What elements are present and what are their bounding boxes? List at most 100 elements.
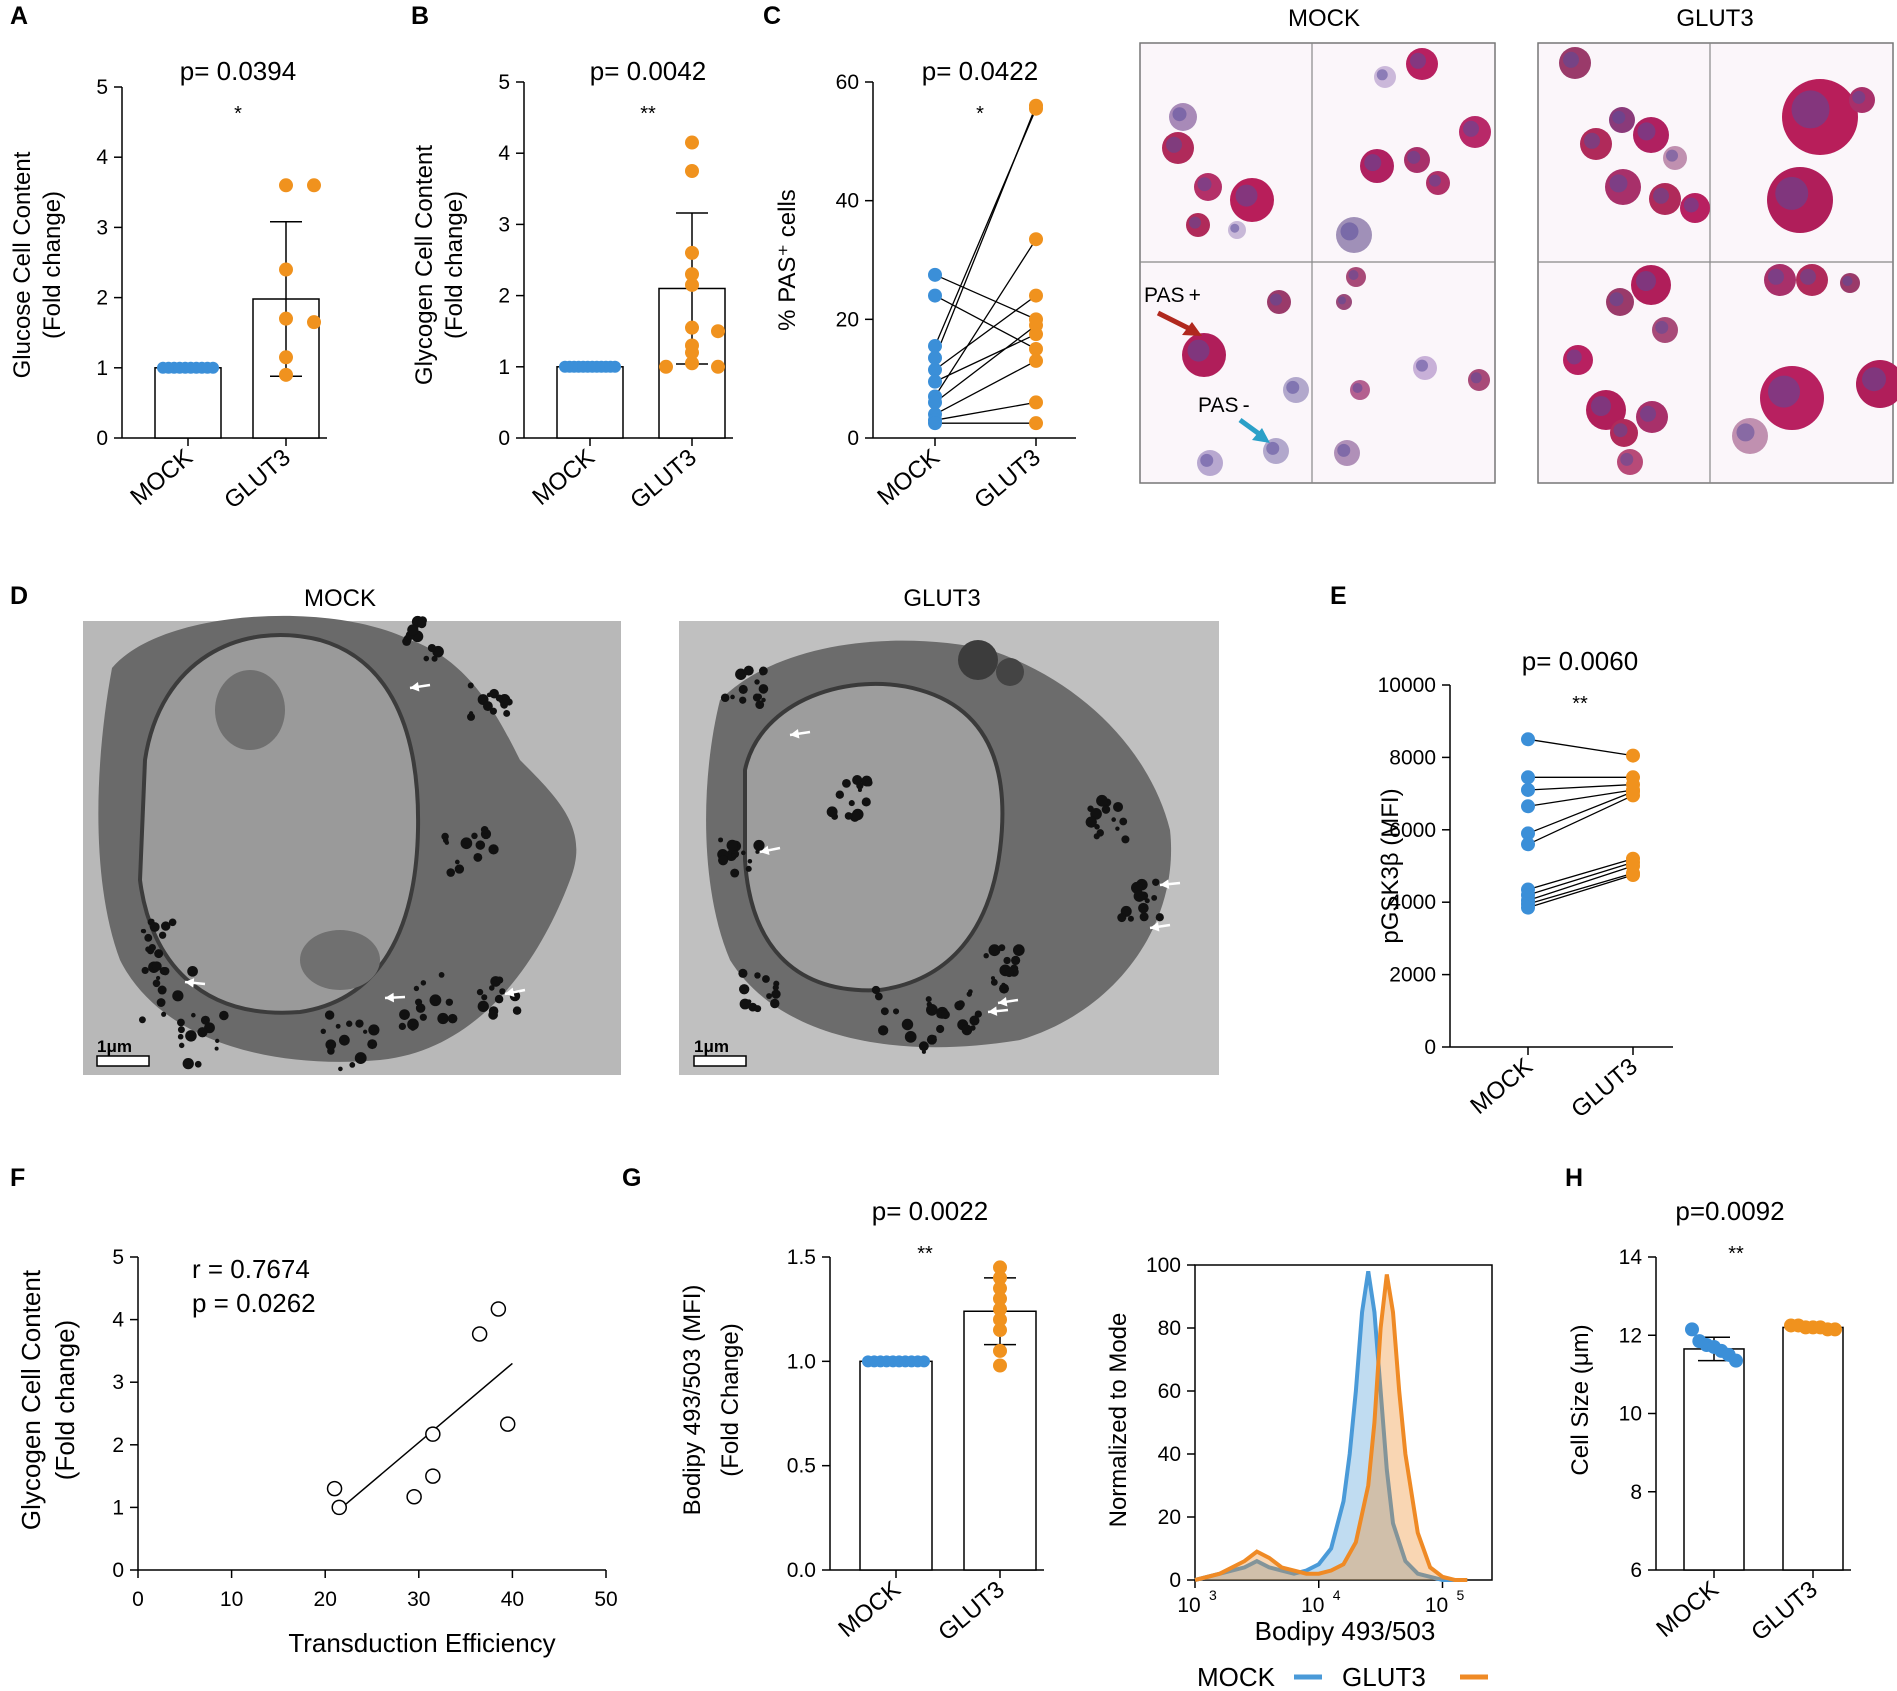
glycogen-granule [770, 998, 780, 1009]
glycogen-granule [161, 966, 170, 976]
glycogen-granule [219, 1010, 229, 1021]
chart-a-point-glut3 [279, 262, 293, 277]
em-arrowhead [185, 978, 195, 988]
chart-c-pair-line [934, 238, 1037, 397]
chart-g-legend-mock-label: MOCK [1197, 1662, 1276, 1691]
glycogen-granule [874, 992, 883, 1001]
glycogen-granule [1096, 794, 1108, 807]
chart-g-point-glut3 [993, 1302, 1007, 1317]
chart-g-hist-y-tick-label: 60 [1158, 1380, 1181, 1403]
cell-nucleus [1200, 453, 1214, 467]
chart-c-pair-line [934, 333, 1037, 383]
chart-b-y-tick-label: 3 [498, 213, 510, 236]
glycogen-granule [878, 1025, 889, 1036]
chart-g-x-tick-label: GLUT3 [933, 1576, 1010, 1646]
chart-g-hist-x-tick-exponent: 5 [1457, 1587, 1465, 1603]
chart-f-y-tick-label: 3 [112, 1371, 124, 1394]
chart-b-y-label-1: Glycogen Cell Content [411, 145, 438, 385]
glycogen-granule [771, 989, 781, 999]
chart-e-point-mock [1521, 837, 1535, 852]
glycogen-granule [187, 965, 198, 977]
glycogen-granule [466, 712, 476, 721]
glycogen-granule [753, 839, 765, 852]
chart-a-p-value: p= 0.0394 [180, 56, 296, 86]
em-arrowhead [1160, 879, 1170, 889]
glycogen-granule [739, 696, 747, 704]
glycogen-granule [761, 697, 766, 703]
chart-g-hist-y-label: Normalized to Mode [1105, 1313, 1132, 1528]
glycogen-granule [189, 1034, 196, 1042]
chart-h-x-tick-label: MOCK [1651, 1576, 1724, 1643]
em-arrowhead [760, 845, 770, 855]
chart-e-pair-line [1527, 738, 1634, 757]
chart-e-y-tick-label: 10000 [1378, 674, 1436, 697]
cell-nucleus [1416, 359, 1428, 372]
chart-g-point-glut3 [993, 1343, 1007, 1358]
chart-f-x-tick-label: 20 [314, 1588, 337, 1611]
glycogen-granule [754, 972, 761, 979]
glycogen-granule [755, 700, 765, 710]
cell-nucleus [1791, 90, 1830, 129]
em-glut3-title: GLUT3 [903, 585, 980, 612]
cell-nucleus [1166, 136, 1182, 153]
glycogen-granule [367, 1039, 378, 1050]
chart-g-hist-x-label: Bodipy 493/503 [1255, 1616, 1436, 1646]
cell-nucleus [1637, 122, 1656, 141]
chart-c-point-glut3 [1029, 395, 1043, 410]
chart-f-point [425, 1468, 441, 1484]
pas-positive-arrow [1156, 310, 1194, 333]
chart-c-pair-line [934, 274, 1037, 320]
cell-nucleus [1655, 320, 1669, 334]
glycogen-granule [844, 812, 853, 820]
pas-positive-arrowhead [1182, 322, 1202, 336]
chart-g-hist-frame [1194, 1264, 1493, 1581]
chart-f-x-label: Transduction Efficiency [288, 1628, 555, 1658]
chart-b-point-glut3 [685, 164, 699, 178]
glycogen-granule [161, 921, 171, 931]
chart-f-y-tick-label: 5 [112, 1246, 124, 1269]
chart-c-point-glut3 [1029, 318, 1043, 333]
glycogen-granule [999, 983, 1010, 994]
chart-e-point-mock [1521, 732, 1535, 747]
chart-g-p-value: p= 0.0022 [872, 1196, 988, 1226]
glycogen-granule [1012, 944, 1025, 956]
chart-a-y-tick-label: 3 [96, 216, 108, 239]
chart-e-pair-line [1527, 865, 1634, 902]
panel-letter-a: A [10, 2, 28, 30]
chart-h-p-value: p=0.0092 [1675, 1196, 1784, 1226]
cell-nucleus [1230, 223, 1240, 233]
em-arrowhead [790, 728, 800, 739]
cell-nucleus [1348, 270, 1359, 280]
chart-c-point-mock [928, 395, 942, 410]
glycogen-granule [325, 1039, 337, 1051]
glycogen-granule [437, 1012, 449, 1025]
glycogen-granule [141, 966, 149, 975]
cell-nucleus [1376, 69, 1388, 81]
glycogen-granule [447, 1013, 458, 1024]
glycogen-granule [494, 994, 504, 1004]
chart-b-point-glut3 [711, 324, 725, 339]
chart-a-y-label-2: (Fold change) [39, 191, 66, 339]
glycogen-granule [512, 1006, 522, 1015]
glycogen-granule [730, 868, 740, 878]
chart-e-point-mock [1521, 799, 1535, 814]
glycogen-granule [197, 1027, 208, 1038]
cell-nucleus [1683, 197, 1699, 213]
chart-c-point-mock [928, 416, 942, 431]
glycogen-granule [177, 1033, 184, 1040]
chart-a-bar-mock [154, 367, 222, 439]
chart-g-hist-x-tick-exponent: 3 [1209, 1587, 1217, 1603]
chart-e-pair-line [1527, 783, 1634, 791]
chart-e-point-glut3 [1626, 868, 1640, 883]
chart-a-y-tick-label: 4 [96, 146, 108, 169]
chart-h-bar-mock [1683, 1348, 1745, 1571]
glycogen-granule [407, 1018, 419, 1031]
chart-b-y-label-2: (Fold change) [441, 191, 468, 339]
chart-a-point-glut3 [279, 178, 293, 193]
glycogen-granule [835, 790, 844, 799]
glycogen-granule [936, 1024, 945, 1034]
glycogen-granule [759, 669, 766, 676]
glycogen-granule [161, 1011, 167, 1017]
cell-nucleus [1189, 216, 1201, 229]
cell-nucleus [1364, 154, 1382, 172]
